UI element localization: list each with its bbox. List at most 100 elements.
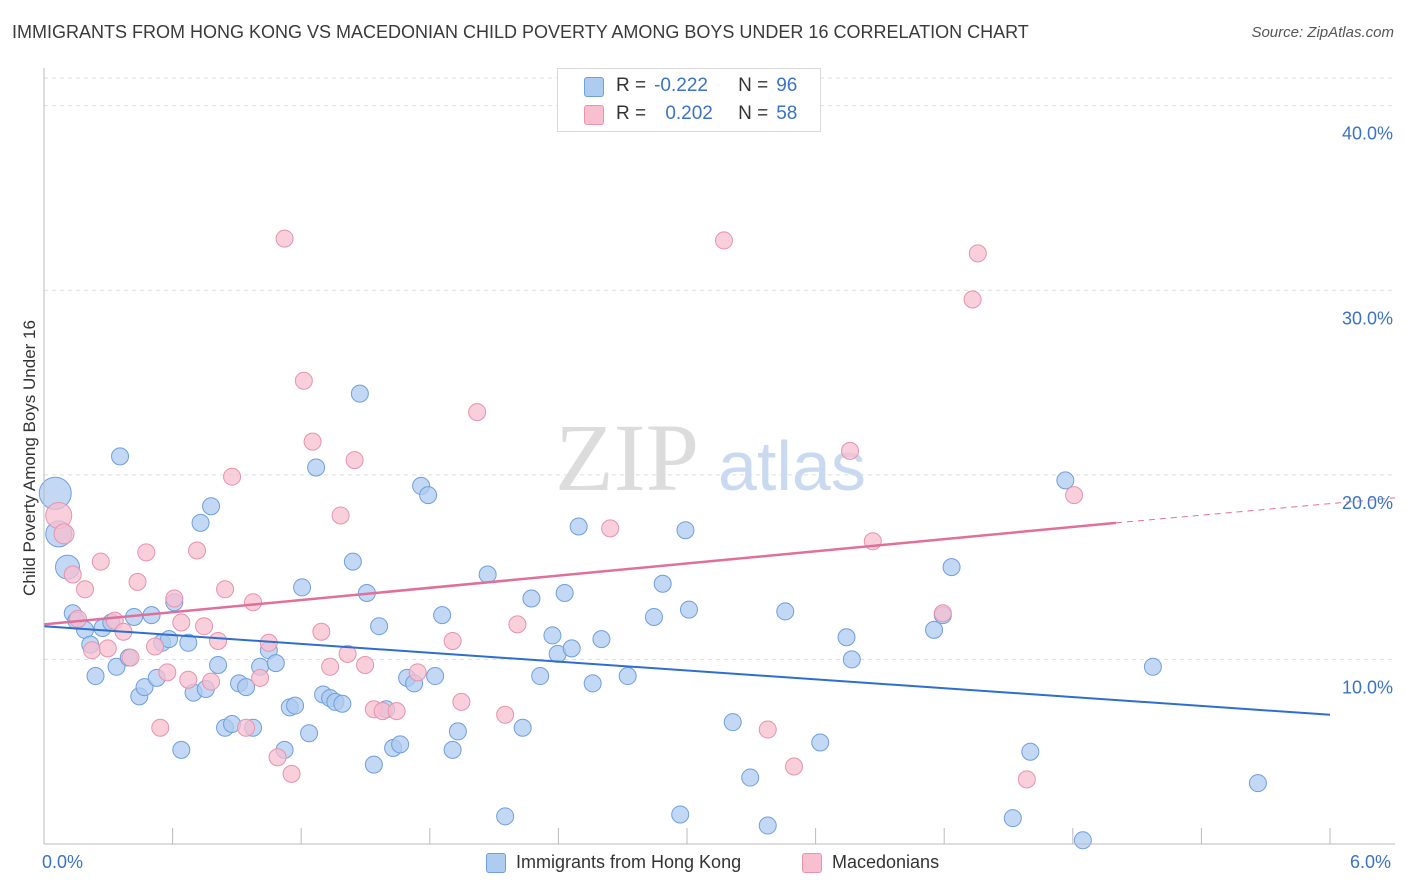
- y-tick-label: 30.0%: [1342, 308, 1393, 328]
- point-macedonians: [146, 637, 165, 656]
- point-hong-kong: [671, 805, 690, 824]
- point-macedonians: [452, 692, 471, 711]
- point-macedonians: [468, 403, 487, 422]
- x-tick-label-max: 6.0%: [1350, 852, 1392, 872]
- point-macedonians: [158, 663, 177, 682]
- point-macedonians: [223, 467, 242, 486]
- point-hong-kong: [531, 667, 550, 686]
- point-hong-kong: [592, 630, 611, 649]
- point-macedonians: [275, 229, 294, 248]
- point-hong-kong: [522, 589, 541, 608]
- point-hong-kong: [286, 696, 305, 715]
- point-macedonians: [841, 441, 860, 460]
- trend-line-hong-kong: [43, 625, 1331, 716]
- point-macedonians: [303, 432, 322, 451]
- legend-item-hong-kong: Immigrants from Hong Kong: [486, 852, 741, 873]
- n-label: N =: [738, 75, 769, 96]
- point-hong-kong: [266, 654, 285, 673]
- point-hong-kong: [676, 521, 695, 540]
- legend-row-pink: R = 0.202 N = 58: [616, 102, 797, 126]
- legend-swatch-hong-kong: [486, 852, 506, 873]
- y-axis-label: Child Poverty Among Boys Under 16: [20, 320, 39, 596]
- point-hong-kong: [111, 447, 130, 466]
- point-macedonians: [98, 639, 117, 658]
- point-hong-kong: [209, 655, 228, 674]
- point-macedonians: [408, 663, 427, 682]
- chart-title: IMMIGRANTS FROM HONG KONG VS MACEDONIAN …: [12, 22, 1029, 42]
- point-hong-kong: [86, 667, 105, 686]
- point-macedonians: [508, 615, 527, 634]
- point-hong-kong: [333, 694, 352, 713]
- point-hong-kong: [443, 740, 462, 759]
- point-macedonians: [165, 589, 184, 608]
- point-macedonians: [1017, 770, 1036, 789]
- axis-layer: 10.0% 20.0% 30.0% 40.0%: [43, 68, 1395, 845]
- correlation-legend: R = -0.222 N = 96 R = 0.202 N = 58: [557, 68, 821, 132]
- points-layer: [38, 229, 1267, 850]
- point-hong-kong: [191, 513, 210, 532]
- r-value: -0.222: [654, 75, 708, 96]
- point-macedonians: [188, 541, 207, 560]
- point-macedonians: [714, 231, 733, 250]
- point-macedonians: [758, 720, 777, 739]
- point-hong-kong: [741, 768, 760, 787]
- legend-swatch-macedonians: [802, 852, 822, 873]
- point-macedonians: [179, 670, 198, 689]
- trend-layer: [43, 497, 1396, 716]
- point-hong-kong: [300, 724, 319, 743]
- trend-line-macedonians-extension: [1115, 497, 1396, 524]
- source-note: Source: ZipAtlas.com: [1251, 24, 1394, 41]
- point-hong-kong: [653, 574, 672, 593]
- point-macedonians: [963, 290, 982, 309]
- point-hong-kong: [837, 628, 856, 647]
- legend-row-blue: R = -0.222 N = 96: [616, 74, 797, 98]
- point-hong-kong: [925, 620, 944, 639]
- point-macedonians: [63, 565, 82, 584]
- point-hong-kong: [555, 583, 574, 602]
- point-macedonians: [151, 718, 170, 737]
- point-macedonians: [356, 655, 375, 674]
- series-legend: Immigrants from Hong Kong Macedonians: [0, 852, 1406, 878]
- point-macedonians: [331, 506, 350, 525]
- point-macedonians: [244, 593, 263, 612]
- point-hong-kong: [370, 617, 389, 636]
- point-hong-kong: [618, 667, 637, 686]
- point-hong-kong: [307, 458, 326, 477]
- point-macedonians: [76, 580, 95, 599]
- point-macedonians: [785, 757, 804, 776]
- point-macedonians: [172, 613, 191, 632]
- point-hong-kong: [391, 735, 410, 754]
- point-hong-kong: [364, 755, 383, 774]
- point-hong-kong: [107, 657, 126, 676]
- legend-swatch-pink: [584, 105, 604, 125]
- point-hong-kong: [448, 722, 467, 741]
- point-hong-kong: [776, 602, 795, 621]
- watermark-atlas: atlas: [718, 427, 866, 505]
- point-hong-kong: [172, 740, 191, 759]
- point-macedonians: [216, 580, 235, 599]
- point-hong-kong: [513, 718, 532, 737]
- point-macedonians: [294, 371, 313, 390]
- point-macedonians: [387, 702, 406, 721]
- point-hong-kong: [433, 606, 452, 625]
- point-macedonians: [601, 519, 620, 538]
- point-macedonians: [202, 672, 221, 691]
- point-hong-kong: [426, 667, 445, 686]
- point-macedonians: [91, 552, 110, 571]
- point-macedonians: [83, 641, 102, 660]
- legend-swatch-blue: [584, 77, 604, 97]
- point-hong-kong: [644, 607, 663, 626]
- point-macedonians: [345, 451, 364, 470]
- grid-layer: [44, 77, 1395, 660]
- point-macedonians: [1065, 486, 1084, 505]
- point-macedonians: [338, 644, 357, 663]
- point-hong-kong: [942, 558, 961, 577]
- n-value: 58: [776, 103, 798, 124]
- x-tick-label-min: 0.0%: [42, 852, 84, 872]
- watermark-zip: ZIP: [555, 404, 699, 511]
- legend-item-macedonians: Macedonians: [802, 852, 939, 873]
- watermark: ZIP atlas: [555, 404, 866, 511]
- point-hong-kong: [202, 497, 221, 516]
- trend-line-macedonians: [43, 521, 1117, 626]
